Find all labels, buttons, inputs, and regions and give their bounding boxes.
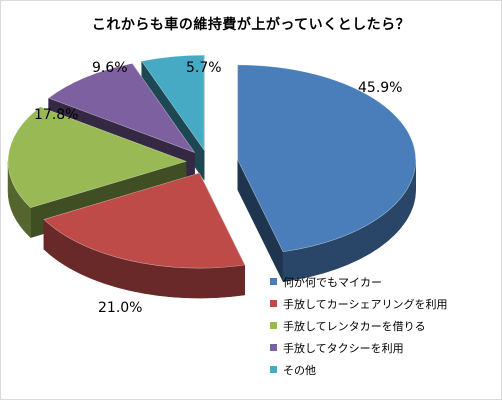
legend-label-4: 手放してタクシーを利用 [283,341,404,355]
legend-swatch-4 [270,344,277,351]
data-label-5: 5.7% [186,60,222,76]
pie-slice-2 [43,172,246,299]
legend: 何が何でもマイカー手放してカーシェアリングを利用手放してレンタカーを借りる手放し… [270,275,447,377]
chart-title: これからも車の維持費が上がっていくとしたら？ [91,17,411,33]
data-labels: 45.9% 21.0% 17.8% 9.6% 5.7% [34,60,402,316]
legend-label-3: 手放してレンタカーを借りる [283,319,426,333]
legend-label-2: 手放してカーシェアリングを利用 [283,297,447,311]
legend-swatch-2 [270,300,277,307]
legend-swatch-3 [270,322,277,329]
data-label-2: 21.0% [98,300,142,316]
legend-swatch-1 [270,278,277,285]
data-label-4: 9.6% [92,60,128,76]
pie-slice-1 [237,64,417,283]
legend-label-5: その他 [283,364,316,377]
data-label-3: 17.8% [34,107,78,123]
data-label-1: 45.9% [358,80,402,96]
legend-label-1: 何が何でもマイカー [283,275,382,289]
legend-swatch-5 [270,366,277,373]
pie-slices [7,54,417,299]
